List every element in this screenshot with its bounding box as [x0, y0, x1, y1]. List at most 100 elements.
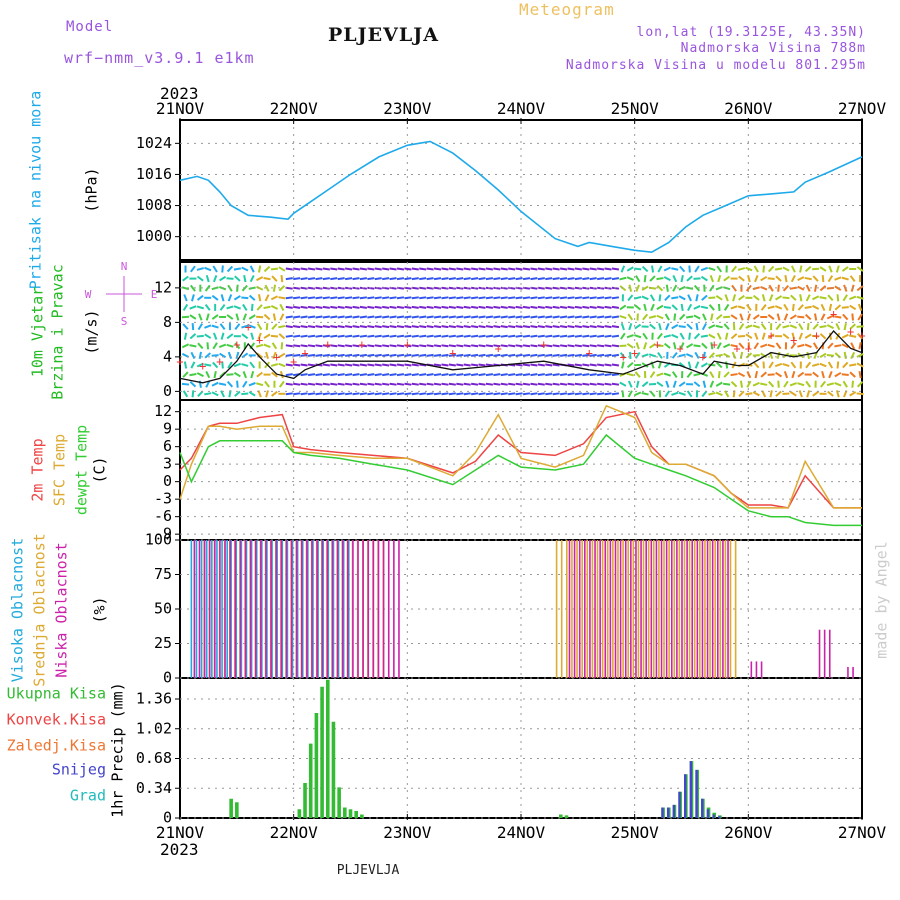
wind-barb: [293, 334, 301, 338]
wind-barb: [857, 303, 863, 312]
wind-barb: [300, 286, 308, 290]
wind-barb: [471, 373, 479, 377]
wind-barb: [686, 371, 693, 378]
wind-barb: [724, 294, 729, 302]
wind-barb: [456, 267, 464, 271]
wind-barb: [359, 315, 368, 319]
wind-barb: [396, 315, 405, 319]
wind-barb: [448, 315, 456, 319]
wind-barb: [270, 334, 279, 338]
wind-barb: [307, 325, 316, 329]
wind-barb: [819, 285, 827, 292]
wind-barb: [441, 277, 449, 281]
wind-barb: [404, 305, 412, 309]
wind-barb: [441, 267, 449, 271]
wind-barb: [649, 371, 656, 379]
x-tick-label-top: 26NOV: [724, 99, 773, 118]
wind-barb: [493, 334, 501, 338]
wind-barb: [235, 351, 240, 360]
wind-barb: [426, 373, 434, 377]
wind-barb: [285, 277, 293, 281]
precip-bar: [235, 802, 239, 818]
wind-barb: [359, 267, 368, 271]
wind-barb: [500, 277, 508, 281]
wind-barb: [448, 267, 456, 271]
wind-barb: [478, 277, 486, 281]
wind-barb: [819, 362, 827, 368]
wind-barb: [515, 296, 523, 300]
wind-barb: [648, 353, 657, 358]
wind-barb: [500, 267, 508, 271]
wind-barb: [559, 267, 568, 271]
snow-bar: [661, 807, 664, 818]
wind-barb: [597, 267, 605, 271]
wind-barb: [508, 353, 516, 357]
wind-barb: [196, 267, 204, 271]
gust-marker: +: [813, 329, 820, 343]
wind-barb: [515, 353, 523, 357]
wind-barb: [687, 294, 692, 302]
wind-barb: [337, 382, 345, 386]
wind-barb: [828, 265, 833, 273]
wind-barb: [835, 323, 841, 331]
wind-barb: [456, 382, 464, 386]
wind-barb: [582, 382, 590, 386]
wind-barb: [768, 294, 774, 302]
wind-barb: [411, 267, 419, 271]
wind-barb: [678, 295, 686, 301]
wind-barb: [545, 267, 553, 271]
wind-barb: [708, 391, 716, 396]
wind-barb: [842, 313, 849, 321]
wind-barb: [552, 286, 560, 290]
wind-barb: [204, 324, 212, 329]
wind-barb: [196, 334, 204, 338]
wind-barb: [182, 275, 189, 282]
wind-barb: [656, 314, 664, 320]
wind-barb: [493, 277, 501, 281]
wind-barb: [419, 373, 427, 377]
wind-barb: [634, 267, 642, 271]
wind-barb: [322, 286, 330, 290]
precip-bar: [337, 787, 341, 818]
wind-barb: [433, 286, 442, 290]
wind-barb: [723, 352, 731, 358]
wind-barb: [300, 325, 308, 329]
wind-barb: [857, 332, 864, 340]
wind-barb: [752, 391, 760, 397]
wind-barb: [805, 361, 812, 369]
wind-barb: [367, 363, 375, 367]
wind-barb: [804, 276, 812, 281]
wind-barb: [206, 342, 210, 350]
wind-barb: [433, 363, 442, 367]
wind-barb: [344, 296, 353, 300]
wind-barb: [485, 277, 494, 281]
wind-barb: [730, 314, 738, 320]
wind-barb: [337, 325, 345, 329]
wind-barb: [367, 277, 375, 281]
wind-barb: [774, 305, 783, 310]
wind-barb: [678, 353, 686, 358]
wind-barb: [322, 363, 330, 367]
wind-barb: [337, 392, 345, 396]
wind-barb: [471, 325, 479, 329]
wind-barb: [367, 334, 375, 338]
wind-barb: [717, 274, 722, 283]
wind-barb: [672, 284, 678, 292]
wind-barb: [738, 390, 745, 398]
wind-barb: [441, 392, 449, 396]
wind-barb: [411, 382, 419, 386]
wind-barb: [851, 380, 855, 388]
wind-barb: [797, 382, 805, 387]
wind-barb: [337, 315, 345, 319]
wind-barb: [396, 334, 405, 338]
wind-barb: [204, 304, 211, 311]
y-tick-label: 0: [163, 669, 172, 687]
wind-barb: [322, 353, 330, 357]
wind-barb: [265, 390, 269, 398]
wind-barb: [805, 380, 812, 388]
gust-marker: +: [767, 329, 774, 343]
wind-barb: [411, 353, 419, 357]
wind-barb: [515, 373, 523, 377]
wind-barb: [337, 305, 345, 309]
wind-barb: [419, 277, 427, 281]
